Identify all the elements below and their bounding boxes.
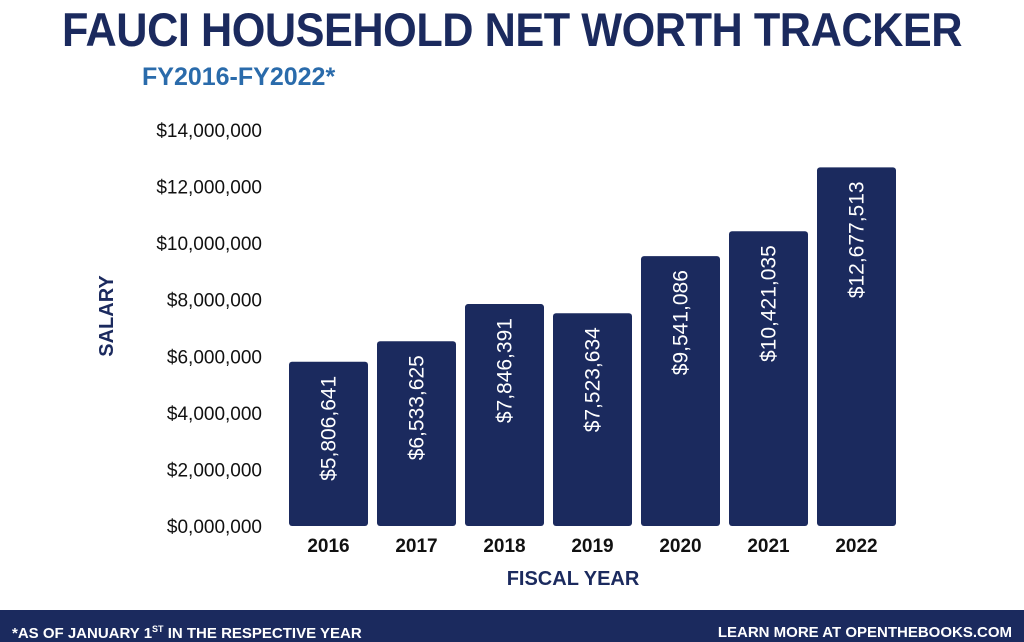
y-tick-label: $14,000,000 (156, 121, 262, 142)
bar-value-label: $9,541,086 (670, 270, 693, 375)
x-tick-label: 2020 (659, 536, 701, 557)
y-tick-label: $8,000,000 (167, 291, 262, 312)
bar-value-label: $5,806,641 (318, 376, 341, 481)
chart-title: FAUCI HOUSEHOLD NET WORTH TRACKER (61, 3, 963, 56)
y-tick-label: $0,000,000 (167, 517, 262, 538)
bar-chart: $0,000,000 $2,000,000 $4,000,000 $6,000,000… (96, 121, 896, 590)
bar (465, 304, 544, 526)
chart-subtitle: FY2016-FY2022* (142, 63, 336, 91)
bar-value-label: $12,677,513 (846, 181, 869, 298)
bar (553, 313, 632, 526)
y-tick-label: $12,000,000 (156, 178, 262, 199)
y-tick-label: $2,000,000 (167, 460, 262, 481)
bar-value-label: $7,523,634 (582, 327, 605, 432)
bar (289, 361, 368, 526)
footnote: *AS OF JANUARY 1ST IN THE RESPECTIVE YEA… (12, 624, 362, 642)
x-axis-title: FISCAL YEAR (507, 568, 640, 590)
footer-bar: *AS OF JANUARY 1ST IN THE RESPECTIVE YEA… (0, 610, 1024, 642)
y-axis-title: SALARY (96, 275, 118, 357)
x-tick-label: 2017 (395, 536, 437, 557)
footnote-prefix: *AS OF JANUARY 1 (12, 625, 153, 642)
x-tick-label: 2022 (835, 536, 877, 557)
y-tick-label: $6,000,000 (167, 347, 262, 368)
bar-value-label: $7,846,391 (494, 318, 517, 423)
y-tick-label: $4,000,000 (167, 404, 262, 425)
x-tick-label: 2016 (307, 536, 349, 557)
bar (641, 256, 720, 526)
x-tick-label: 2019 (571, 536, 613, 557)
bar (729, 231, 808, 526)
bar-value-label: $10,421,035 (758, 245, 781, 362)
bar (377, 341, 456, 526)
bar (817, 167, 896, 527)
y-tick-label: $10,000,000 (156, 234, 262, 255)
footnote-suffix: IN THE RESPECTIVE YEAR (163, 625, 362, 642)
footnote-superscript: ST (152, 624, 164, 634)
source-link[interactable]: LEARN MORE AT OPENTHEBOOKS.COM (717, 624, 1012, 641)
bar-value-label: $6,533,625 (406, 355, 429, 460)
x-tick-label: 2021 (747, 536, 790, 557)
x-tick-label: 2018 (483, 536, 525, 557)
